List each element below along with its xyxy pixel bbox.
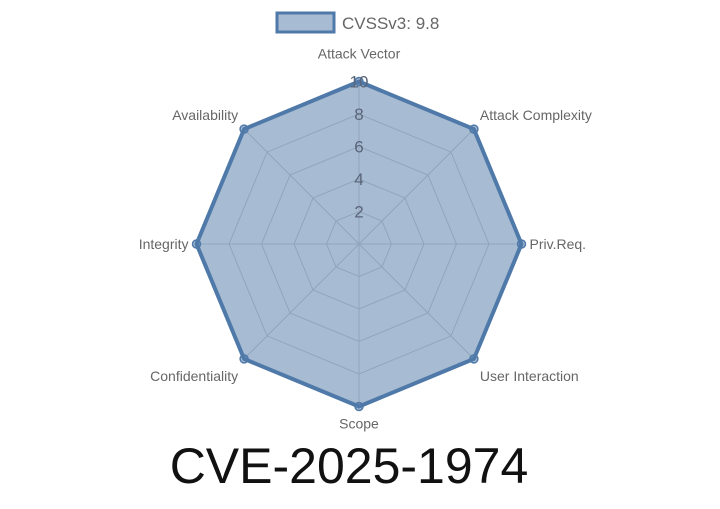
tick-label: 10 bbox=[350, 73, 369, 92]
legend[interactable]: CVSSv3: 9.8 bbox=[275, 11, 439, 34]
data-point[interactable] bbox=[191, 239, 202, 249]
legend-label: CVSSv3: 9.8 bbox=[342, 14, 439, 33]
radial-tick-labels: 2 4 6 8 10 bbox=[350, 73, 369, 222]
tick-label: 6 bbox=[354, 138, 363, 157]
radar-series bbox=[191, 76, 527, 412]
data-point[interactable] bbox=[469, 124, 479, 134]
data-point[interactable] bbox=[516, 239, 527, 249]
data-point[interactable] bbox=[469, 354, 479, 364]
axis-label: Attack Complexity bbox=[480, 107, 592, 123]
tick-label: 8 bbox=[354, 105, 363, 124]
data-point[interactable] bbox=[354, 76, 364, 87]
axis-label: Scope bbox=[339, 416, 379, 432]
axis-label: Priv.Req. bbox=[530, 236, 587, 252]
tick-label: 4 bbox=[354, 170, 363, 189]
legend-swatch bbox=[275, 11, 336, 34]
axis-label: Availability bbox=[172, 107, 238, 123]
axis-labels: Attack Vector Attack Complexity Priv.Req. U… bbox=[139, 46, 592, 432]
data-point[interactable] bbox=[239, 124, 249, 134]
data-point[interactable] bbox=[239, 354, 249, 364]
axis-label: User Interaction bbox=[480, 368, 579, 384]
axis-label: Attack Vector bbox=[318, 46, 401, 62]
tick-label: 2 bbox=[354, 203, 363, 222]
chart-title: CVE-2025-1974 bbox=[170, 438, 529, 494]
data-point[interactable] bbox=[354, 401, 364, 412]
axis-label: Integrity bbox=[139, 236, 189, 252]
axis-label: Confidentiality bbox=[150, 368, 238, 384]
